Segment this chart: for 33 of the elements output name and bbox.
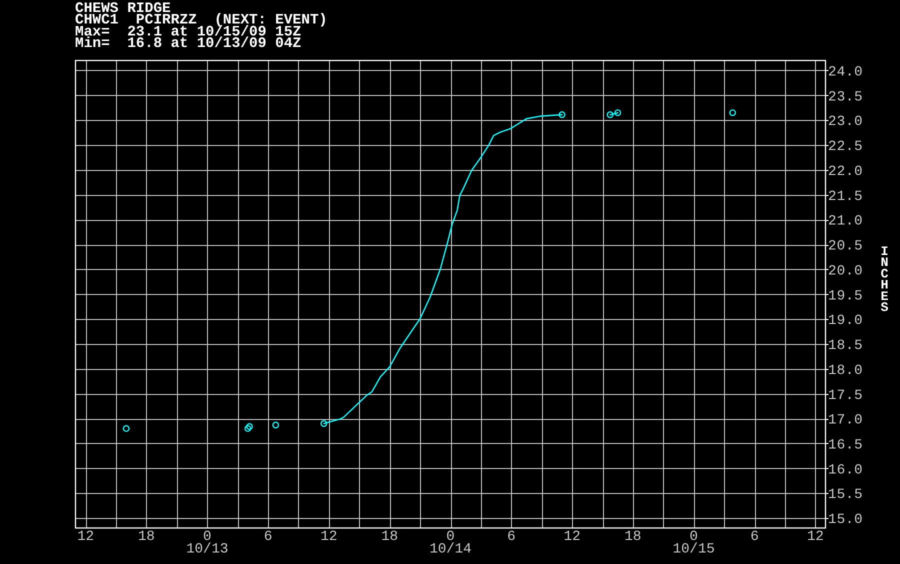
y-tick-label: 15.5	[828, 487, 863, 504]
y-tick-label: 18.0	[828, 362, 863, 379]
y-tick-label: 24.0	[828, 64, 863, 80]
y-tick-label: 21.5	[828, 188, 863, 205]
y-tick-label: 20.5	[828, 238, 863, 255]
x-tick-label: 12	[320, 529, 338, 545]
y-tick-label: 19.0	[828, 313, 863, 330]
y-tick-label: 16.0	[828, 462, 863, 478]
y-tick-label: 19.5	[828, 288, 863, 304]
y-axis-title: INCHES	[880, 244, 889, 315]
x-tick-label: 0 10/13	[186, 529, 228, 558]
x-tick-label: 18	[624, 529, 642, 545]
x-tick-label: 6	[750, 529, 759, 545]
y-tick-label: 20.0	[828, 263, 863, 280]
x-tick-label: 0 10/14	[429, 529, 472, 558]
y-tick-label: 15.0	[828, 512, 863, 528]
y-tick-label: 23.5	[828, 89, 863, 106]
y-tick-label: 22.0	[828, 164, 863, 180]
x-tick-label: 6	[264, 529, 272, 545]
x-tick-label: 18	[381, 529, 398, 545]
x-tick-label: 6	[507, 529, 516, 545]
x-tick-label: 12	[564, 529, 581, 545]
y-tick-label: 22.5	[828, 139, 863, 156]
y-tick-label: 21.0	[828, 214, 863, 230]
y-tick-label: 18.5	[828, 338, 863, 354]
x-tick-label: 0 10/15	[672, 529, 715, 558]
x-tick-label: 12	[77, 529, 94, 545]
y-tick-label: 16.5	[828, 437, 863, 454]
y-tick-label: 17.0	[828, 412, 863, 429]
y-tick-label: 17.5	[828, 388, 863, 404]
x-tick-label: 12	[806, 529, 824, 545]
x-tick-label: 18	[138, 529, 155, 545]
y-tick-label: 23.0	[828, 114, 863, 130]
